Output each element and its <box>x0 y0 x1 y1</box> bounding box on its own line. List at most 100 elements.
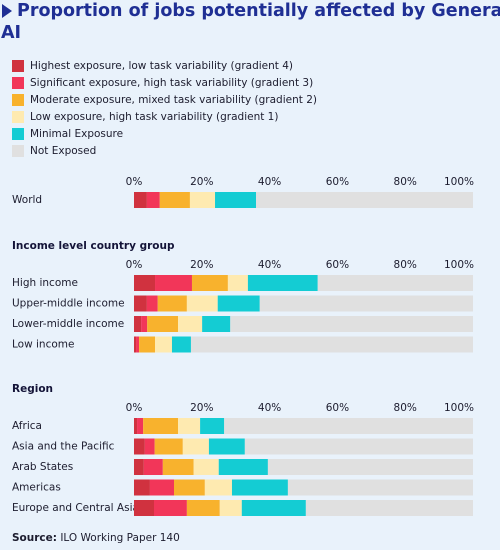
bar-segment <box>305 500 473 516</box>
legend-swatch <box>12 145 24 157</box>
source-text: ILO Working Paper 140 <box>60 532 179 544</box>
x-tick-label: 80% <box>394 176 417 188</box>
bar-segment <box>159 192 190 208</box>
bar-segment <box>204 479 232 496</box>
legend-label: Not Exposed <box>30 145 96 157</box>
x-tick-label: 20% <box>190 176 213 188</box>
x-tick-label: 20% <box>190 259 213 271</box>
category-label: High income <box>12 277 78 289</box>
bar-segment <box>134 459 144 475</box>
bar-segment <box>256 192 473 208</box>
bar-segment <box>134 192 147 208</box>
category-label: Lower-middle income <box>12 318 124 330</box>
x-tick-label: 20% <box>190 402 213 414</box>
bar-segment <box>202 316 231 332</box>
legend-label: Minimal Exposure <box>30 128 123 140</box>
category-label: Africa <box>12 420 42 432</box>
chart-title: Proportion of jobs potentially affected … <box>1 1 500 43</box>
legend-swatch <box>12 111 24 123</box>
bar-segment <box>247 275 318 291</box>
bar-segment <box>139 336 156 353</box>
bar-segment <box>208 438 245 455</box>
bar-segment <box>162 459 194 475</box>
x-tick-label: 100% <box>444 176 474 188</box>
bar-segment <box>134 295 147 312</box>
bar-segment <box>218 459 268 475</box>
bar-segment <box>227 275 248 291</box>
x-tick-label: 60% <box>326 176 349 188</box>
x-tick-label: 40% <box>258 402 281 414</box>
bar-segment <box>154 500 187 516</box>
bar-segment <box>149 479 175 496</box>
x-tick-label: 0% <box>126 259 143 271</box>
title-line: AI <box>1 23 21 43</box>
category-label: Low income <box>12 339 74 351</box>
bar-segment <box>186 295 218 312</box>
bar-segment <box>155 336 172 353</box>
bar-segment <box>189 192 216 208</box>
legend-label: Moderate exposure, mixed task variabilit… <box>30 94 317 106</box>
bar-segment <box>134 479 150 496</box>
x-tick-label: 80% <box>394 259 417 271</box>
bar-segment <box>134 316 142 332</box>
bar-segment <box>143 459 163 475</box>
legend-label: Highest exposure, low task variability (… <box>30 60 293 72</box>
category-label: World <box>12 194 42 206</box>
legend-swatch <box>12 128 24 140</box>
bar-segment <box>267 459 473 475</box>
bar-segment <box>259 295 473 312</box>
bar-segment <box>147 316 179 332</box>
bar-segment <box>241 500 306 516</box>
bar-segment <box>287 479 473 496</box>
legend-label: Significant exposure, high task variabil… <box>30 77 313 89</box>
group-title: Region <box>12 383 53 395</box>
bar-segment <box>178 418 201 434</box>
bar-segment <box>134 438 145 455</box>
bar-segment <box>191 275 228 291</box>
bar-segment <box>146 192 160 208</box>
bar-segment <box>193 459 219 475</box>
source: Source: ILO Working Paper 140 <box>12 532 180 544</box>
bar-segment <box>141 316 148 332</box>
x-tick-label: 100% <box>444 402 474 414</box>
category-label: Asia and the Pacific <box>12 441 115 453</box>
x-tick-label: 40% <box>258 176 281 188</box>
bar-segment <box>154 438 183 455</box>
bar-segment <box>231 479 288 496</box>
x-tick-label: 60% <box>326 259 349 271</box>
bar-segment <box>146 295 158 312</box>
legend-swatch <box>12 94 24 106</box>
bar-segment <box>134 275 156 291</box>
legend-swatch <box>12 60 24 72</box>
category-label: Upper-middle income <box>12 298 125 310</box>
bar-segment <box>244 438 473 455</box>
bar-segment <box>219 500 242 516</box>
bar-segment <box>137 418 144 434</box>
bar-segment <box>136 336 140 353</box>
source-label: Source: <box>12 532 57 544</box>
bar-segment <box>134 336 137 353</box>
bar-segment <box>134 418 138 434</box>
group-title: Income level country group <box>12 240 175 252</box>
bar-segment <box>200 418 225 434</box>
bar-segment <box>157 295 187 312</box>
title-line: Proportion of jobs potentially affected … <box>17 1 500 21</box>
bar-segment <box>171 336 191 353</box>
category-label: Americas <box>12 482 61 494</box>
x-tick-label: 100% <box>444 259 474 271</box>
title-marker <box>2 4 12 18</box>
bar-segment <box>155 275 192 291</box>
category-label: Arab States <box>12 461 73 473</box>
x-tick-label: 40% <box>258 259 281 271</box>
bar-segment <box>144 438 155 455</box>
legend-swatch <box>12 77 24 89</box>
x-tick-label: 60% <box>326 402 349 414</box>
bar-segment <box>143 418 179 434</box>
bar-segment <box>217 295 260 312</box>
x-tick-label: 0% <box>126 402 143 414</box>
legend-label: Low exposure, high task variability (gra… <box>30 111 278 123</box>
bar-segment <box>134 500 155 516</box>
bar-segment <box>230 316 473 332</box>
